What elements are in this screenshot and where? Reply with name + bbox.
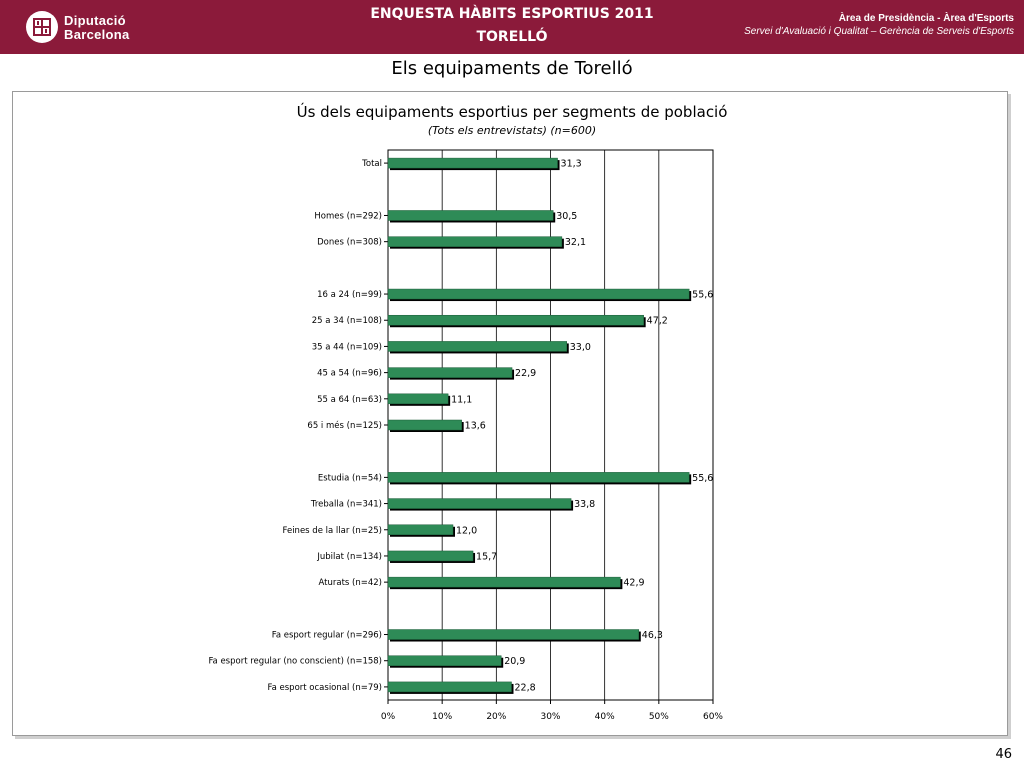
bar bbox=[387, 367, 513, 378]
page-number: 46 bbox=[995, 747, 1012, 762]
category-label: Fa esport regular (no conscient) (n=158) bbox=[208, 657, 382, 667]
value-label: 22,8 bbox=[515, 682, 536, 693]
bar bbox=[387, 210, 554, 221]
bar bbox=[387, 498, 572, 509]
x-tick-label: 40% bbox=[595, 712, 615, 722]
bar bbox=[387, 629, 640, 640]
value-label: 11,1 bbox=[451, 394, 472, 405]
value-label: 42,9 bbox=[623, 578, 644, 589]
bar bbox=[387, 576, 621, 588]
x-tick-label: 10% bbox=[432, 712, 452, 722]
category-label: Feines de la llar (n=25) bbox=[283, 526, 382, 536]
bar bbox=[387, 236, 563, 247]
logo-text: Diputació Barcelona bbox=[64, 14, 130, 42]
x-tick-label: 60% bbox=[703, 712, 723, 722]
survey-title: ENQUESTA HÀBITS ESPORTIUS 2011 bbox=[370, 6, 654, 22]
chart-title: Ús dels equipaments esportius per segmen… bbox=[296, 103, 728, 121]
department-name: Àrea de Presidència - Àrea d'Esports bbox=[838, 13, 1014, 24]
category-label: 16 a 24 (n=99) bbox=[317, 290, 382, 300]
category-label: Fa esport regular (n=296) bbox=[272, 631, 382, 641]
x-tick-label: 30% bbox=[540, 712, 560, 722]
category-label: Dones (n=308) bbox=[317, 238, 382, 248]
value-label: 15,7 bbox=[476, 551, 497, 562]
x-tick-label: 50% bbox=[649, 712, 669, 722]
category-label: 25 a 34 (n=108) bbox=[312, 316, 382, 326]
bar bbox=[387, 288, 690, 300]
category-label: Aturats (n=42) bbox=[318, 578, 382, 588]
bar bbox=[387, 157, 558, 169]
x-tick-label: 0% bbox=[381, 712, 396, 722]
bar bbox=[387, 419, 462, 431]
header-bar: Diputació Barcelona ENQUESTA HÀBITS ESPO… bbox=[0, 0, 1024, 54]
value-label: 22,9 bbox=[515, 368, 536, 379]
value-label: 30,5 bbox=[556, 211, 577, 222]
bar bbox=[387, 655, 502, 666]
bar bbox=[387, 472, 690, 483]
logo-line1: Diputació bbox=[64, 13, 126, 28]
value-label: 33,8 bbox=[574, 499, 595, 510]
service-name: Servei d'Avaluació i Qualitat – Gerència… bbox=[744, 26, 1014, 37]
category-label: Treballa (n=341) bbox=[310, 500, 382, 510]
value-label: 20,9 bbox=[504, 656, 525, 667]
bar bbox=[387, 314, 644, 326]
value-label: 13,6 bbox=[465, 421, 486, 432]
x-tick-label: 20% bbox=[486, 712, 506, 722]
value-label: 46,3 bbox=[642, 630, 663, 641]
category-label: 65 i més (n=125) bbox=[307, 420, 382, 431]
value-label: 55,6 bbox=[692, 290, 713, 301]
value-label: 33,0 bbox=[570, 342, 591, 353]
logo-line2: Barcelona bbox=[64, 27, 130, 42]
survey-town: TORELLÓ bbox=[476, 29, 548, 45]
diputacio-logo: Diputació Barcelona bbox=[26, 11, 136, 45]
bar bbox=[387, 341, 567, 352]
value-label: 12,0 bbox=[456, 525, 477, 536]
bar bbox=[387, 681, 512, 693]
category-label: 45 a 54 (n=96) bbox=[317, 369, 382, 379]
category-label: Total bbox=[361, 159, 382, 169]
category-label: 55 a 64 (n=63) bbox=[317, 395, 382, 405]
category-label: Fa esport ocasional (n=79) bbox=[268, 683, 383, 693]
value-label: 55,6 bbox=[692, 473, 713, 484]
value-label: 32,1 bbox=[565, 237, 586, 248]
value-label: 31,3 bbox=[561, 159, 582, 170]
category-label: Estudia (n=54) bbox=[318, 473, 382, 483]
value-label: 47,2 bbox=[647, 316, 668, 327]
chart-subtitle: (Tots els entrevistats) (n=600) bbox=[427, 124, 597, 137]
shield-icon bbox=[26, 11, 58, 43]
page-title: Els equipaments de Torelló bbox=[391, 58, 633, 79]
category-label: Jubilat (n=134) bbox=[316, 552, 382, 562]
category-label: 35 a 44 (n=109) bbox=[312, 342, 382, 352]
bar bbox=[387, 550, 474, 562]
category-label: Homes (n=292) bbox=[314, 211, 382, 221]
bar bbox=[387, 524, 454, 536]
bar bbox=[387, 393, 449, 405]
